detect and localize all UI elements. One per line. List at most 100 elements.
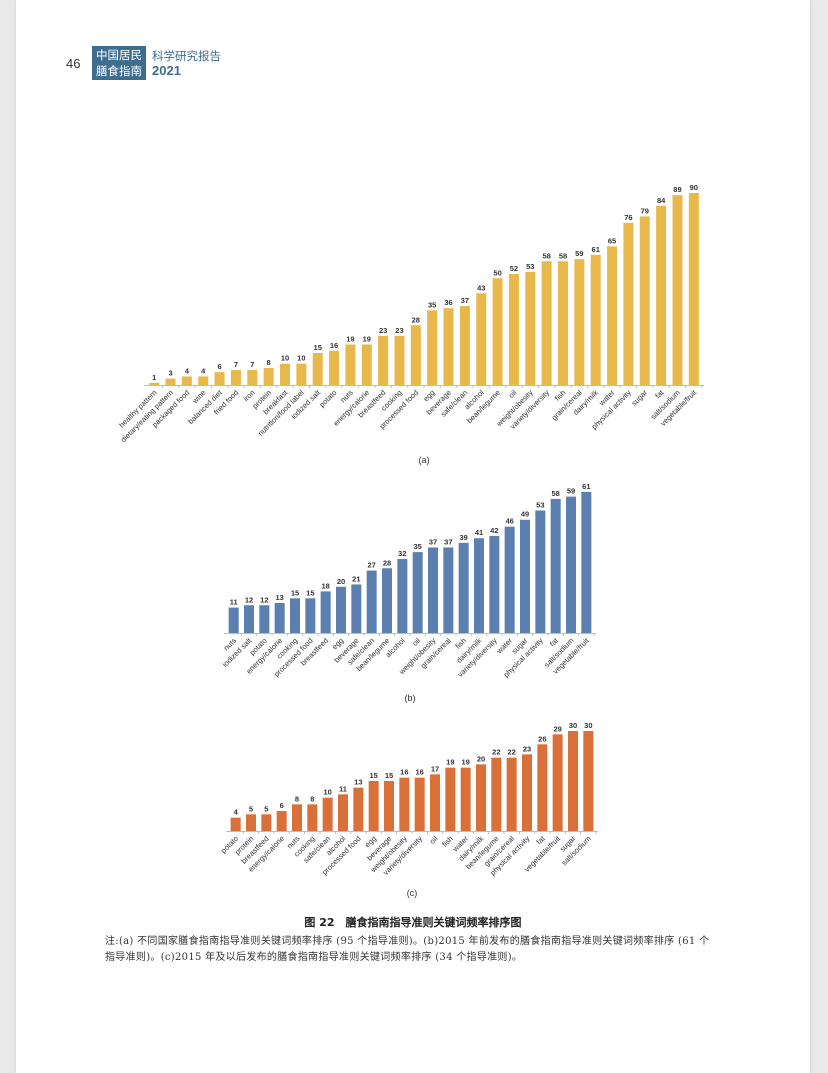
bar: [361, 344, 372, 385]
page-number: 46: [66, 56, 81, 71]
data-label: 59: [575, 249, 583, 258]
bar: [307, 804, 318, 831]
data-label: 8: [267, 358, 271, 367]
bar: [688, 193, 699, 385]
figure-note: 注:(a) 不同国家膳食指南指导准则关键词频率排序 (95 个指导准则)。(b)…: [105, 936, 710, 963]
bar: [535, 510, 546, 633]
data-label: 19: [346, 334, 354, 343]
data-label: 30: [584, 721, 592, 730]
data-label: 18: [321, 581, 329, 590]
bar: [320, 591, 331, 633]
bar: [263, 367, 274, 385]
data-label: 35: [428, 300, 436, 309]
data-label: 5: [249, 804, 253, 813]
data-label: 4: [185, 366, 190, 375]
bar: [296, 363, 307, 385]
tick-label: oil: [507, 388, 519, 400]
data-label: 37: [461, 296, 469, 305]
data-label: 76: [624, 213, 632, 222]
data-label: 19: [446, 758, 454, 767]
data-label: 58: [559, 251, 567, 260]
bar: [583, 731, 594, 831]
panel-label: (c): [407, 888, 418, 898]
bar: [550, 498, 561, 633]
bar: [246, 814, 256, 831]
data-label: 22: [492, 748, 500, 757]
data-label: 15: [369, 771, 377, 780]
bar: [259, 605, 270, 633]
data-label: 19: [461, 758, 469, 767]
bar: [460, 767, 471, 831]
data-label: 17: [431, 764, 439, 773]
data-label: 12: [245, 595, 253, 604]
bar: [558, 261, 568, 385]
bar: [351, 584, 362, 633]
data-label: 12: [260, 595, 268, 604]
bar: [214, 372, 225, 385]
bar: [522, 754, 532, 831]
data-label: 22: [507, 748, 515, 757]
bar: [656, 205, 667, 385]
data-label: 43: [477, 283, 485, 292]
bar: [443, 308, 454, 385]
data-label: 15: [385, 771, 393, 780]
bar: [492, 278, 503, 385]
data-label: 35: [413, 542, 421, 551]
data-label: 5: [264, 804, 268, 813]
data-label: 84: [657, 196, 666, 205]
bar: [474, 538, 484, 633]
data-label: 90: [690, 183, 698, 192]
bar: [165, 378, 176, 385]
bar: [336, 586, 346, 633]
data-label: 16: [400, 768, 408, 777]
data-label: 58: [551, 489, 559, 498]
data-label: 15: [314, 343, 322, 352]
data-label: 27: [367, 561, 375, 570]
bar: [244, 605, 254, 633]
bar: [292, 804, 302, 831]
bar: [491, 757, 502, 831]
data-label: 30: [569, 721, 577, 730]
data-label: 58: [542, 251, 550, 260]
bar: [230, 817, 241, 831]
bar: [290, 598, 300, 633]
bar: [397, 559, 408, 633]
figure-caption: 图 22 膳食指南指导准则关键词频率排序图: [304, 916, 522, 929]
data-label: 23: [523, 744, 531, 753]
data-label: 37: [444, 537, 452, 546]
data-label: 13: [275, 593, 283, 602]
bar: [322, 797, 333, 831]
data-label: 37: [429, 537, 437, 546]
guideline-logo: 中国居民 膳食指南: [92, 46, 146, 80]
bar: [345, 344, 356, 385]
bar: [427, 310, 438, 385]
data-label: 11: [230, 598, 238, 607]
data-label: 20: [337, 577, 345, 586]
bar: [520, 519, 530, 633]
bar: [574, 259, 585, 385]
bar: [280, 363, 290, 385]
bar: [428, 547, 438, 633]
data-label: 7: [234, 360, 238, 369]
bar: [607, 246, 618, 385]
bar: [476, 293, 487, 385]
data-label: 28: [412, 315, 420, 324]
page: 46 中国居民 膳食指南 科学研究报告 2021 1 healthy patter…: [16, 0, 810, 1073]
data-label: 79: [641, 206, 649, 215]
data-label: 20: [477, 754, 485, 763]
data-label: 4: [234, 808, 239, 817]
bar: [590, 254, 601, 385]
data-label: 59: [567, 487, 575, 496]
bar: [368, 781, 379, 831]
report-title: 科学研究报告: [152, 49, 221, 63]
bar: [581, 492, 592, 633]
data-label: 41: [475, 528, 483, 537]
data-label: 26: [538, 734, 546, 743]
data-label: 65: [608, 236, 616, 245]
data-label: 13: [354, 778, 362, 787]
data-label: 1: [152, 373, 156, 382]
data-label: 10: [297, 354, 305, 363]
